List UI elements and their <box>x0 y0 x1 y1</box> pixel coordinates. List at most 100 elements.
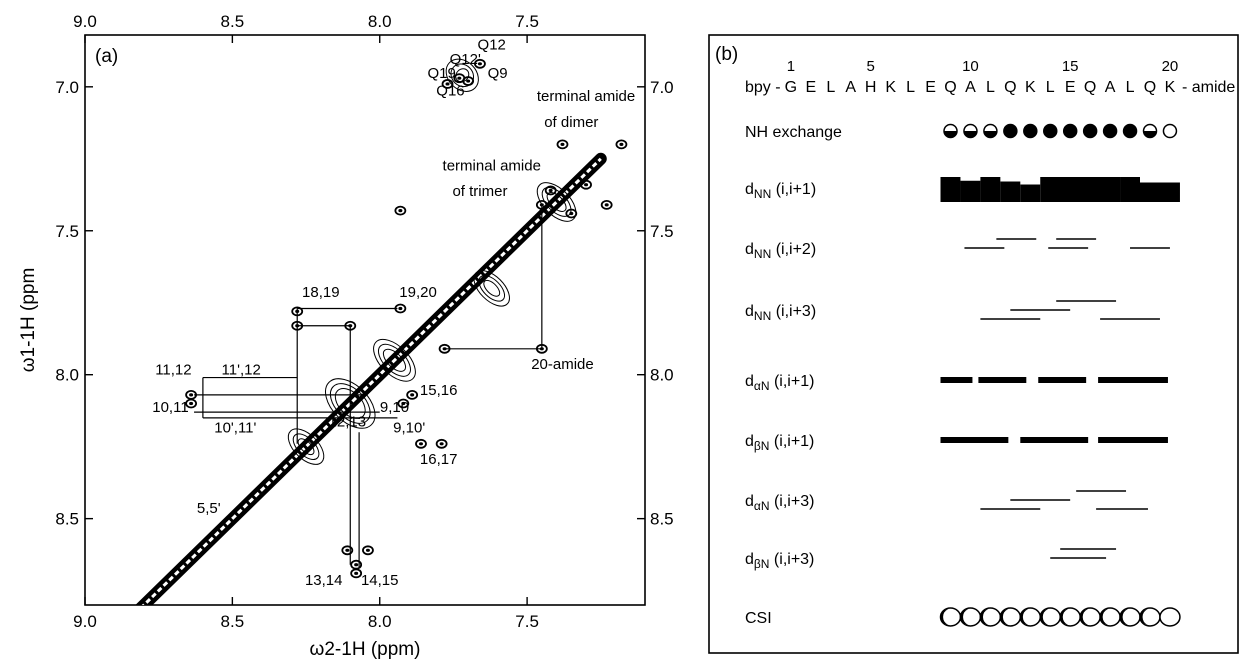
panel-b-frame <box>708 34 1239 654</box>
peak-label: 13,14 <box>305 572 343 589</box>
csi-crescent <box>1020 609 1029 625</box>
row-label-main: d <box>745 493 754 510</box>
peak-label: of trimer <box>452 183 507 200</box>
noe-bar <box>1020 437 1089 443</box>
csi-crescent <box>1140 609 1148 625</box>
cross-peak-core <box>477 62 482 66</box>
row-label: dNN (i,i+3) <box>745 303 816 323</box>
data-row: dαN (i,i+3) <box>745 490 1148 513</box>
peak-label: of dimer <box>544 114 598 131</box>
nh-exchange-circle <box>1062 123 1078 139</box>
cross-peak-core <box>189 401 194 406</box>
peak-label: 14,15 <box>361 572 399 589</box>
cross-peak <box>350 568 363 579</box>
cross-peak <box>535 199 548 210</box>
cross-peak-core <box>457 76 462 80</box>
csi-crescent <box>980 609 989 625</box>
data-row: dNN (i,i+3) <box>745 300 1160 323</box>
peak-label: Q16 <box>436 82 464 99</box>
cross-peak <box>580 179 592 190</box>
panel-a-frame <box>84 34 646 606</box>
cross-peak <box>438 343 451 354</box>
cross-peak <box>406 389 419 400</box>
cross-peak <box>435 438 448 449</box>
row-label-subscript: βN <box>754 439 770 453</box>
y-tick-label-left: 8.0 <box>55 366 79 385</box>
contour-ring <box>541 187 572 217</box>
row-label: CSI <box>745 610 772 627</box>
data-row: dβN (i,i+3) <box>745 548 1117 571</box>
csi-crescent <box>1000 609 1009 625</box>
csi-circle <box>1019 607 1042 627</box>
csi-crescent <box>1100 609 1109 625</box>
row-label-main: d <box>745 241 754 258</box>
cross-peaks <box>185 58 628 579</box>
row-label-main: NH exchange <box>745 124 842 141</box>
row-label-main: CSI <box>745 610 772 627</box>
sequence-residue: Q <box>1144 79 1156 96</box>
csi-crescent <box>940 609 949 625</box>
cross-peak <box>291 320 304 331</box>
residue-number: 15 <box>1062 58 1079 75</box>
peak-label: Q9 <box>488 65 508 82</box>
cross-peak-core <box>410 393 415 397</box>
cross-peak-core <box>445 82 450 86</box>
cross-peak-core <box>401 401 406 406</box>
x-tick-label-bottom: 9.0 <box>73 612 97 631</box>
cross-peak-core <box>419 442 423 446</box>
cross-peak <box>535 343 548 354</box>
sequence-residue: Q <box>1004 79 1016 96</box>
sequence-residue: L <box>826 79 835 96</box>
cross-peak <box>415 438 427 449</box>
nh-exchange-circle <box>1122 123 1138 139</box>
sequence-residue: K <box>1165 79 1176 96</box>
nh-exchange-circle <box>1082 123 1098 139</box>
cross-peak-core <box>604 203 609 207</box>
contour-ring <box>329 383 371 424</box>
contour-ring <box>378 343 411 377</box>
dnn-block <box>1020 184 1041 202</box>
dnn-block <box>960 180 981 202</box>
contour-ring <box>536 182 577 222</box>
sequence-residue: E <box>806 79 817 96</box>
x-tick-label-bottom: 7.5 <box>515 612 539 631</box>
cross-peak <box>565 208 578 219</box>
nh-exchange-half <box>963 131 977 138</box>
peak-label: 20-amide <box>531 356 594 373</box>
nh-exchange-circle <box>1003 123 1018 139</box>
nh-exchange-half <box>983 131 997 138</box>
peak-label: 11,12 <box>155 362 191 379</box>
cross-peak <box>544 185 557 196</box>
row-label-suffix: (i,i+3) <box>770 493 815 510</box>
csi-circle <box>1039 607 1061 627</box>
panel-a-label: (a) <box>95 46 118 67</box>
csi-crescent <box>960 609 969 625</box>
residue-number: 10 <box>962 58 979 75</box>
csi-circle <box>1159 607 1181 627</box>
peak-label: 19,20 <box>399 284 437 301</box>
contour-ring <box>325 378 376 429</box>
sequence-residue: E <box>925 79 936 96</box>
row-label-subscript: βN <box>754 557 770 571</box>
csi-circle <box>959 607 982 627</box>
sequence-residue: A <box>1105 79 1116 96</box>
dnn-block <box>1140 182 1180 202</box>
peak-label: 9,10' <box>393 419 425 436</box>
cross-peak-core <box>442 347 447 351</box>
x-tick-label-bottom: 8.0 <box>368 612 392 631</box>
y-tick-label-left: 7.5 <box>55 222 79 241</box>
contour-ring <box>483 279 501 297</box>
csi-circle <box>999 607 1022 627</box>
cross-peak-core <box>539 347 544 351</box>
sequence-residue: Q <box>1084 79 1096 96</box>
row-label-suffix: (i,i+1) <box>769 433 814 450</box>
cross-peak <box>394 303 407 314</box>
residue-number: 1 <box>787 58 795 75</box>
y-tick-label-right: 7.5 <box>650 222 674 241</box>
peak-label: 15,16 <box>420 382 458 399</box>
data-row: dαN (i,i+1) <box>745 373 1168 393</box>
peak-label: 12,13 <box>329 414 367 431</box>
cross-peak-core <box>619 142 624 146</box>
peak-label: 11',12 <box>222 362 261 379</box>
